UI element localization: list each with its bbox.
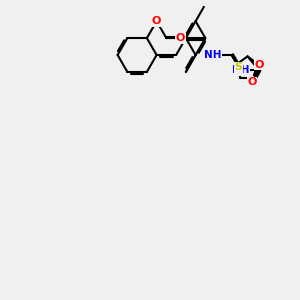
Text: O: O — [254, 60, 264, 70]
Text: NH: NH — [232, 65, 249, 75]
Text: O: O — [152, 16, 161, 26]
Text: NH: NH — [204, 50, 222, 60]
Text: O: O — [247, 77, 257, 87]
Text: O: O — [176, 33, 185, 43]
Text: S: S — [235, 62, 243, 72]
